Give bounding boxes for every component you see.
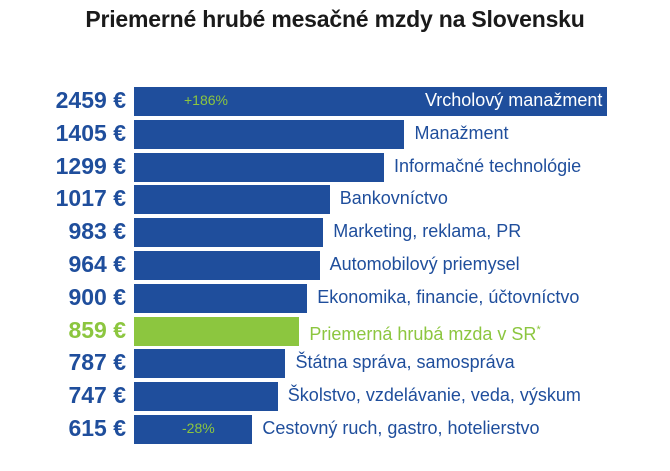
bar	[134, 415, 253, 444]
category-label: Bankovníctvo	[339, 188, 448, 209]
bar	[134, 119, 405, 149]
percent-annotation: -28%	[182, 420, 215, 436]
bar	[134, 152, 385, 182]
bar-row: 787 € Štátna správa, samospráva	[0, 347, 670, 379]
bar	[134, 185, 330, 215]
category-label: Automobilový priemysel	[329, 254, 520, 274]
bar-value-label: 983 €	[68, 218, 126, 245]
category-label: Školstvo, vzdelávanie, veda, výskum	[287, 385, 581, 406]
bar-row: 859 € Priemerná hrubá mzda v SR*	[0, 315, 670, 346]
bar-value-label: 900 €	[68, 283, 126, 310]
category-label: Manažment	[414, 122, 509, 143]
bar-value-label: 1405 €	[55, 119, 126, 146]
category-label: Cestovný ruch, gastro, hotelierstvo	[262, 418, 540, 438]
bar-row: 1017 € Bankovníctvo	[0, 183, 670, 215]
bar-value-label: 964 €	[68, 251, 126, 277]
category-label: Informačné technológie	[394, 155, 582, 176]
bar-value-label: 615 €	[68, 415, 126, 441]
bar-row: 983 € Marketing, reklama, PR	[0, 216, 670, 248]
percent-annotation: +186%	[184, 92, 228, 108]
average-bar	[134, 316, 300, 346]
bar	[134, 251, 320, 280]
bar-row: 747 € Školstvo, vzdelávanie, veda, výskum	[0, 380, 670, 412]
bar-row: 900 € Ekonomika, financie, účtovníctvo	[0, 282, 670, 313]
bar-row: 1299 € Informačné technológie	[0, 151, 670, 182]
bar-row: 1405 € Manažment	[0, 118, 670, 149]
bar-row: 615 € Cestovný ruch, gastro, hotelierstvo…	[0, 413, 670, 444]
chart-title: Priemerné hrubé mesačné mzdy na Slovensk…	[85, 6, 585, 32]
bar	[134, 87, 608, 116]
bar-value-label: 2459 €	[55, 87, 126, 113]
bar	[134, 349, 286, 379]
category-label: Marketing, reklama, PR	[333, 221, 522, 242]
bar-value-label: 787 €	[68, 349, 126, 376]
bar-value-label: 747 €	[68, 382, 126, 409]
bar-value-label: 1017 €	[55, 185, 126, 212]
footnote-marker: *	[536, 323, 541, 336]
bar-value-label: 859 €	[68, 316, 126, 343]
bar	[134, 382, 278, 412]
bar	[134, 218, 324, 248]
category-label: Vrcholový manažment	[424, 90, 603, 110]
bar	[134, 283, 308, 313]
bar-value-label: 1299 €	[55, 152, 126, 179]
bar-row: 2459 € Vrcholový manažment +186%	[0, 85, 670, 116]
category-label: Štátna správa, samospráva	[295, 352, 515, 373]
category-label: Ekonomika, financie, účtovníctvo	[317, 286, 580, 307]
bar-row: 964 € Automobilový priemysel	[0, 249, 670, 280]
category-label: Priemerná hrubá mzda v SR*	[309, 323, 541, 344]
